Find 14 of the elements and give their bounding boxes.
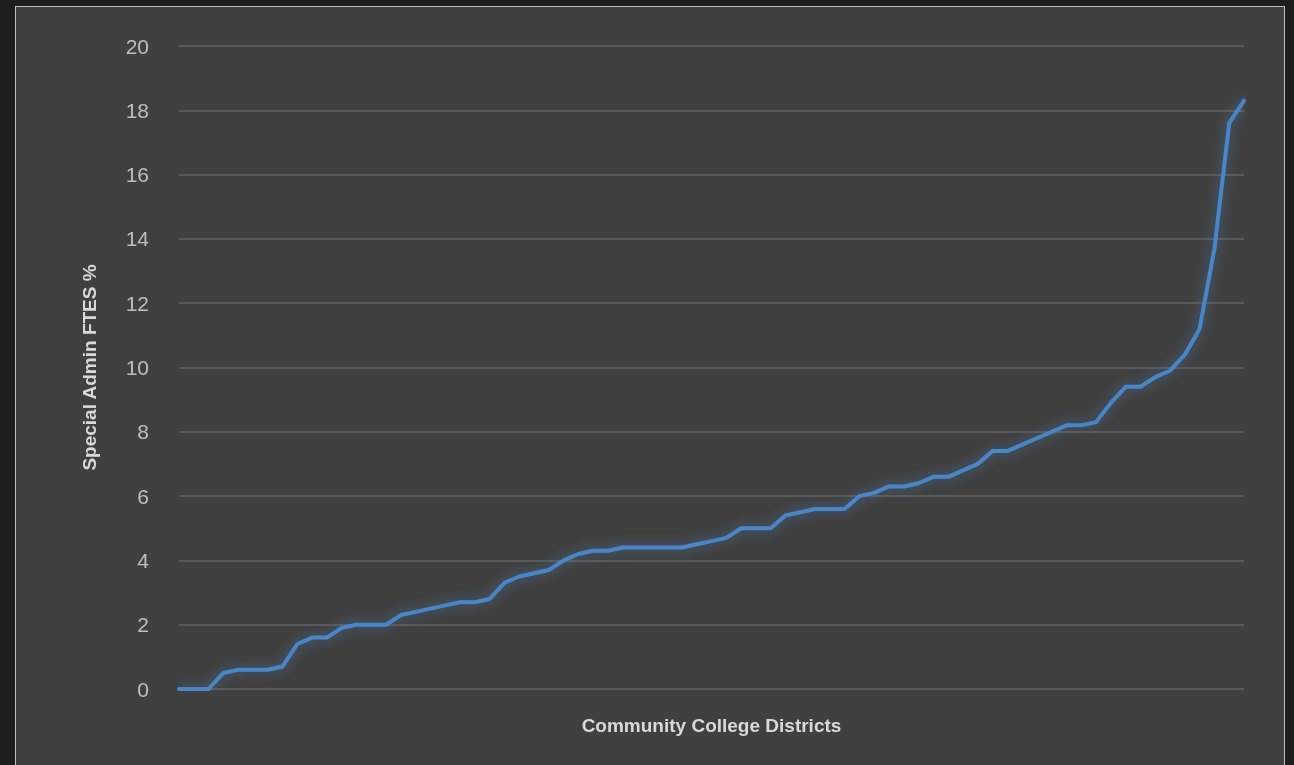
y-tick-label: 18 — [125, 98, 149, 122]
y-tick-label: 16 — [125, 163, 149, 187]
y-tick-label: 14 — [125, 227, 150, 251]
y-tick-label: 20 — [125, 34, 149, 58]
y-tick-label: 0 — [137, 677, 149, 701]
y-tick-label: 10 — [125, 356, 149, 379]
y-tick-label: 8 — [137, 420, 149, 444]
y-axis-title: Special Admin FTES % — [79, 264, 100, 471]
line-series — [177, 98, 1246, 691]
x-axis-title: Community College Districts — [581, 715, 842, 736]
y-tick-label: 2 — [137, 613, 149, 637]
y-tick-label: 6 — [137, 484, 149, 508]
y-tick-label: 12 — [125, 291, 149, 315]
y-tick-label: 4 — [137, 548, 150, 572]
